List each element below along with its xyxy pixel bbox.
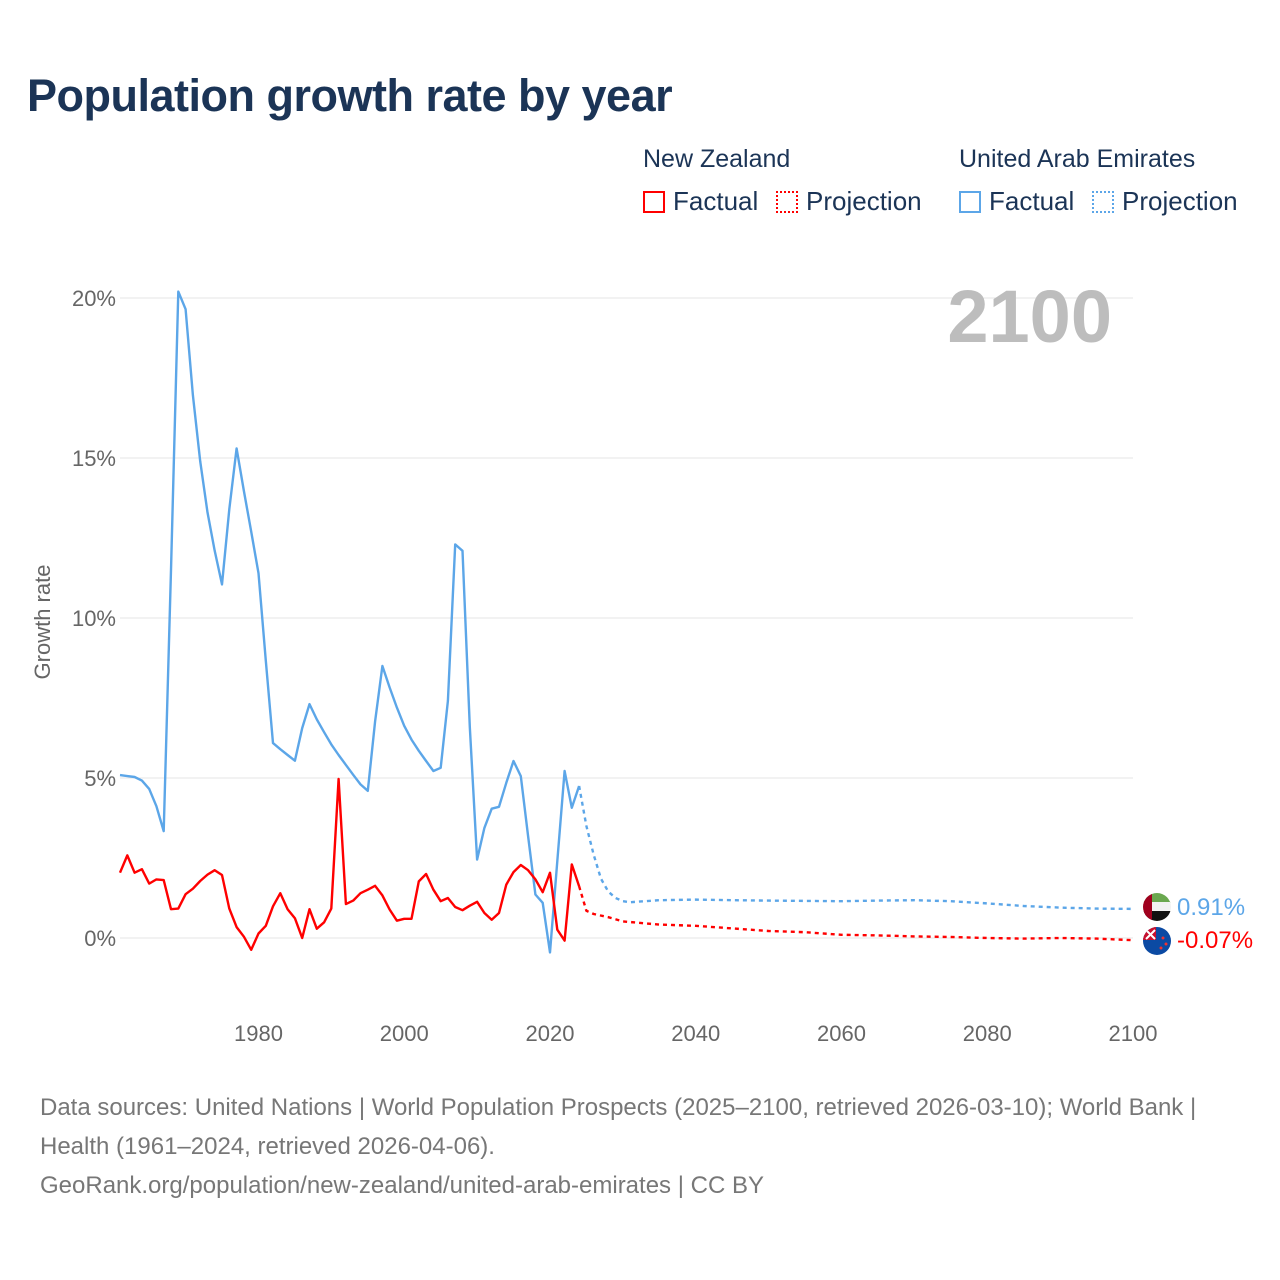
chart-title: Population growth rate by year xyxy=(27,70,673,121)
legend-label: Projection xyxy=(806,186,922,216)
legend-uae-projection[interactable]: Projection xyxy=(1092,186,1238,217)
x-tick-label: 2000 xyxy=(380,1021,429,1046)
legend-label: Projection xyxy=(1122,186,1238,216)
x-tick-label: 2040 xyxy=(671,1021,720,1046)
legend-uae-factual[interactable]: Factual xyxy=(959,186,1074,217)
legend-country-new-zealand: New Zealand xyxy=(643,145,791,173)
data-sources-text: Data sources: United Nations | World Pop… xyxy=(40,1094,1197,1160)
series-line-new-zealand-factual xyxy=(118,777,581,951)
series-line-new-zealand-projection xyxy=(577,885,1134,942)
nz-flag-icon xyxy=(1143,927,1171,955)
legend-swatch-solid xyxy=(643,190,665,213)
x-tick-label: 2020 xyxy=(526,1021,575,1046)
x-tick-label: 2100 xyxy=(1109,1021,1158,1046)
legend-nz-projection[interactable]: Projection xyxy=(776,186,922,217)
legend-nz-factual[interactable]: Factual xyxy=(643,186,758,217)
y-tick-label: 10% xyxy=(72,606,116,631)
x-tick-label: 2060 xyxy=(817,1021,866,1046)
uae-flag-icon xyxy=(1143,893,1171,921)
series-line-united-arab-emirates-factual xyxy=(119,290,581,954)
source-note: Data sources: United Nations | World Pop… xyxy=(40,1088,1240,1205)
y-axis-label: Growth rate xyxy=(30,565,55,680)
legend-label: Factual xyxy=(673,186,759,216)
y-tick-label: 0% xyxy=(84,926,116,951)
x-tick-label: 1980 xyxy=(234,1021,283,1046)
y-tick-label: 5% xyxy=(84,766,116,791)
legend-swatch-dotted xyxy=(776,190,798,213)
x-tick-label: 2080 xyxy=(963,1021,1012,1046)
series-line-united-arab-emirates-projection xyxy=(577,785,1134,911)
legend-country-uae: United Arab Emirates xyxy=(959,145,1196,173)
uae-end-value-label: 0.91% xyxy=(1177,894,1245,921)
legend-swatch-dotted xyxy=(1092,190,1114,213)
legend-label: Factual xyxy=(989,186,1075,216)
attribution-link[interactable]: GeoRank.org/population/new-zealand/unite… xyxy=(40,1172,764,1199)
y-tick-label: 20% xyxy=(72,286,116,311)
legend-swatch-solid xyxy=(959,190,981,213)
nz-end-value-label: -0.07% xyxy=(1177,927,1253,954)
line-chart: 0% 5% 10% 15% 20% 1980 2000 2020 2040 2060 2080 210… xyxy=(30,275,1253,1046)
year-watermark: 2100 xyxy=(947,275,1112,358)
y-tick-label: 15% xyxy=(72,446,116,471)
